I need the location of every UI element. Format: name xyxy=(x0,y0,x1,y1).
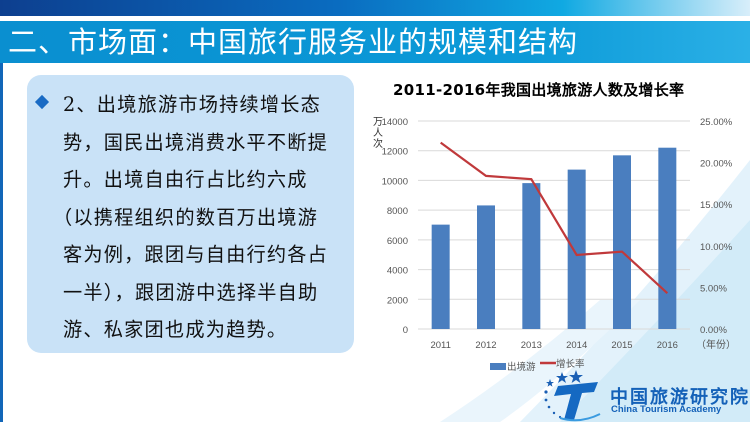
bullet-line: 客为例，跟团与自由行约各占 xyxy=(63,243,329,266)
y-axis-label: 万 xyxy=(373,117,383,128)
x-tick-label: 2015 xyxy=(611,340,632,351)
legend-bar-label: 出境游 xyxy=(507,361,536,373)
bar xyxy=(522,183,541,329)
chart-title: 2011-2016年我国出境旅游人数及增长率 xyxy=(393,81,685,99)
logo-name-cn: 中国旅游研究院 xyxy=(610,387,750,408)
top-gradient-bar xyxy=(0,0,750,16)
y2-tick-label: 5.00% xyxy=(700,283,727,294)
bullet-text: 2、出境旅游市场持续增长态 势，国民出境消费水平不断提 升。出境自由行占比约六成… xyxy=(53,86,349,349)
logo-name-en: China Tourism Academy xyxy=(611,404,722,415)
legend-bar-swatch xyxy=(490,363,506,370)
y-tick-label: 14000 xyxy=(382,117,408,128)
x-tick-label: 2012 xyxy=(475,340,496,351)
y-tick-label: 6000 xyxy=(387,236,408,247)
x-tick-label: 2011 xyxy=(430,340,450,351)
bullet-line: 势，国民出境消费水平不断提 xyxy=(63,130,329,154)
y-tick-label: 4000 xyxy=(387,266,408,277)
x-tick-label: 2014 xyxy=(566,340,587,351)
y-tick-label: 0 xyxy=(403,325,408,336)
bullet-text-panel xyxy=(27,75,354,353)
left-edge-accent xyxy=(0,63,3,422)
y2-tick-label: 0.00% xyxy=(700,325,727,336)
bar xyxy=(613,155,631,329)
y2-tick-label: 15.00% xyxy=(700,200,733,211)
bullet-line: 游、私家团也成为趋势。 xyxy=(63,318,288,341)
slide-title: 二、市场面：中国旅行服务业的规模和结构 xyxy=(8,25,579,59)
x-tick-label: 2013 xyxy=(521,340,542,351)
legend-line-label: 增长率 xyxy=(556,358,585,370)
y-tick-label: 12000 xyxy=(382,147,408,158)
y-tick-label: 10000 xyxy=(382,176,408,187)
y2-tick-label: 20.00% xyxy=(700,159,733,170)
bar xyxy=(567,169,586,329)
bullet-line: 一半），跟团游中选择半自助 xyxy=(63,280,319,304)
y2-tick-label: 10.00% xyxy=(700,242,733,253)
bullet-line: 2、出境旅游市场持续增长态 xyxy=(63,93,322,116)
bar xyxy=(431,224,450,329)
y-axis-label: 人 xyxy=(373,127,383,139)
y-tick-label: 2000 xyxy=(387,295,408,306)
y2-tick-label: 25.00% xyxy=(700,117,733,128)
x-axis-label: （年份） xyxy=(696,338,736,351)
bar xyxy=(658,147,677,329)
bar-line-chart: 0 2000 4000 6000 8000 10000 12000 14000 0.00% 5.0… xyxy=(373,117,736,373)
x-tick-label: 2016 xyxy=(657,340,678,351)
bar xyxy=(477,205,495,329)
cta-star-t-logo-icon xyxy=(544,370,601,422)
y-axis-label: 次 xyxy=(373,137,383,150)
y-tick-label: 8000 xyxy=(387,206,408,217)
bullet-line: 升。出境自由行占比约六成 xyxy=(63,168,308,191)
growth-rate-line xyxy=(440,141,669,295)
bullet-line: （以携程组织的数百万出境游 xyxy=(53,205,319,229)
title-bar: 二、市场面：中国旅行服务业的规模和结构 xyxy=(0,21,750,63)
